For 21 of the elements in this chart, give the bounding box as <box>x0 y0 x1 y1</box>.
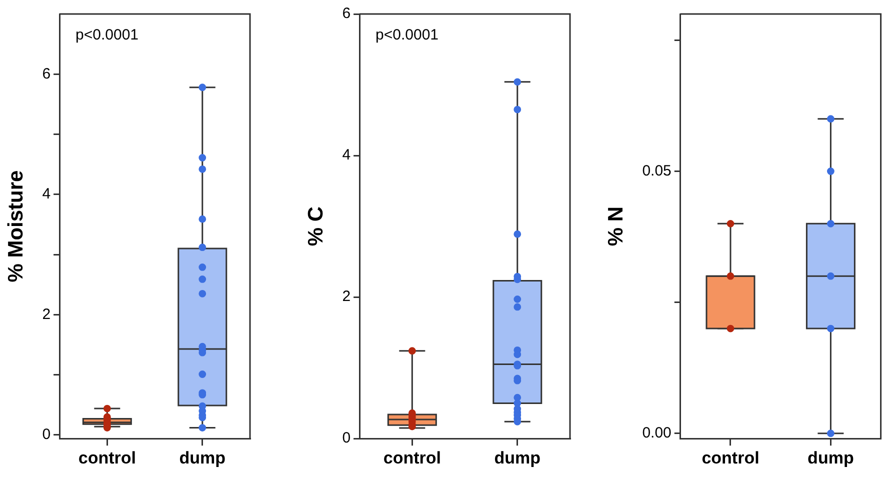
x-tick-label: dump <box>808 448 854 468</box>
y-tick-label: 2 <box>42 306 51 323</box>
y-tick-label: 2 <box>342 288 351 306</box>
y-axis-title: % N <box>604 206 628 246</box>
y-axis-title: % C <box>304 206 328 246</box>
x-tick-label: control <box>702 448 760 468</box>
y-tick-label: 0.05 <box>642 162 672 180</box>
y-tick-label: 6 <box>42 65 51 82</box>
y-tick-label: 0.00 <box>642 424 672 442</box>
x-tick-label: dump <box>494 448 541 468</box>
y-tick-label: 0 <box>42 426 51 444</box>
y-tick-label: 4 <box>342 146 351 164</box>
y-tick-label: 0 <box>342 430 351 447</box>
annotation: p<0.0001 <box>376 26 439 44</box>
annotation: p<0.0001 <box>76 26 139 44</box>
y-axis-title: % Moisture <box>4 170 28 282</box>
x-tick-label: control <box>383 448 441 468</box>
x-tick-label: control <box>78 448 136 468</box>
x-tick-label: dump <box>179 448 226 468</box>
y-tick-label: 6 <box>342 5 351 22</box>
y-tick-label: 4 <box>42 186 51 203</box>
